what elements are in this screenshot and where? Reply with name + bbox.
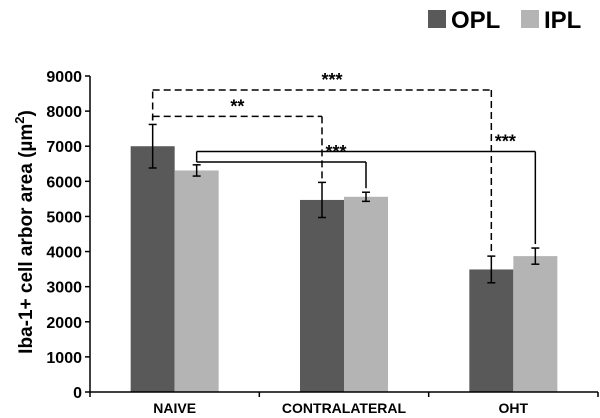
y-tick-label: 9000 — [46, 69, 82, 86]
y-axis-title-main: Iba-1+ cell arbor area (µm — [16, 124, 37, 354]
y-axis-title: Iba-1+ cell arbor area (µm2) — [12, 110, 37, 354]
bar-ipl — [174, 170, 219, 392]
y-axis-title-superscript: 2 — [12, 117, 27, 124]
bar-opl — [300, 199, 344, 392]
y-tick-label: 6000 — [46, 174, 82, 191]
x-category-labels: NAIVE CONTRALATERAL OHT — [153, 400, 528, 416]
significance-label: *** — [495, 131, 516, 151]
y-tick-label: 0 — [73, 385, 82, 402]
y-tick-label: 2000 — [46, 315, 82, 332]
legend-label-ipl: IPL — [544, 7, 581, 34]
legend: OPL IPL — [428, 7, 581, 34]
bar-opl — [130, 146, 175, 392]
significance-label: ** — [230, 96, 244, 116]
significance-label: *** — [321, 70, 342, 90]
y-tick-label: 1000 — [46, 350, 82, 367]
y-tick-label: 8000 — [46, 104, 82, 121]
x-category-label: NAIVE — [153, 400, 196, 416]
x-category-label: OHT — [499, 400, 529, 416]
legend-label-opl: OPL — [451, 7, 500, 34]
significance-labels: *** ** *** *** — [230, 70, 516, 162]
y-tick-label: 5000 — [46, 209, 82, 226]
bar-opl — [469, 269, 514, 392]
bar-ipl — [513, 256, 558, 392]
y-axis-title-end: ) — [16, 110, 37, 116]
legend-swatch-opl — [428, 10, 446, 28]
bar-ipl — [344, 196, 388, 392]
y-tick-label: 4000 — [46, 245, 82, 262]
y-tick-labels: 0 1000 2000 3000 4000 5000 6000 7000 800… — [46, 69, 82, 402]
legend-swatch-ipl — [521, 10, 539, 28]
y-tick-label: 7000 — [46, 139, 82, 156]
x-category-label: CONTRALATERAL — [282, 400, 407, 416]
y-tick-label: 3000 — [46, 280, 82, 297]
